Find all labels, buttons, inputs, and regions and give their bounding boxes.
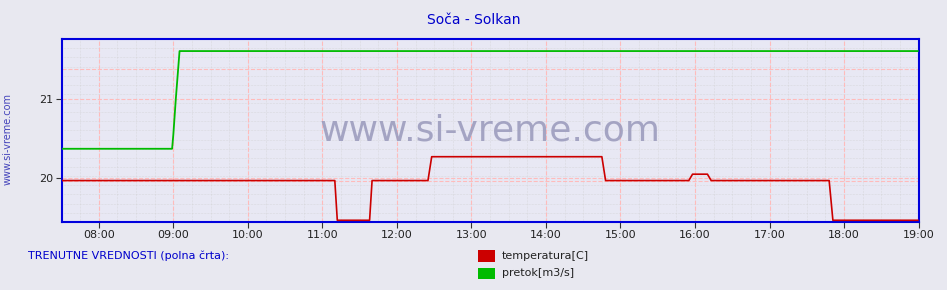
Text: Soča - Solkan: Soča - Solkan <box>427 13 520 27</box>
Text: temperatura[C]: temperatura[C] <box>502 251 589 261</box>
Text: www.si-vreme.com: www.si-vreme.com <box>319 113 661 148</box>
Text: pretok[m3/s]: pretok[m3/s] <box>502 269 574 278</box>
Text: TRENUTNE VREDNOSTI (polna črta):: TRENUTNE VREDNOSTI (polna črta): <box>28 251 229 261</box>
Text: www.si-vreme.com: www.si-vreme.com <box>3 93 12 185</box>
